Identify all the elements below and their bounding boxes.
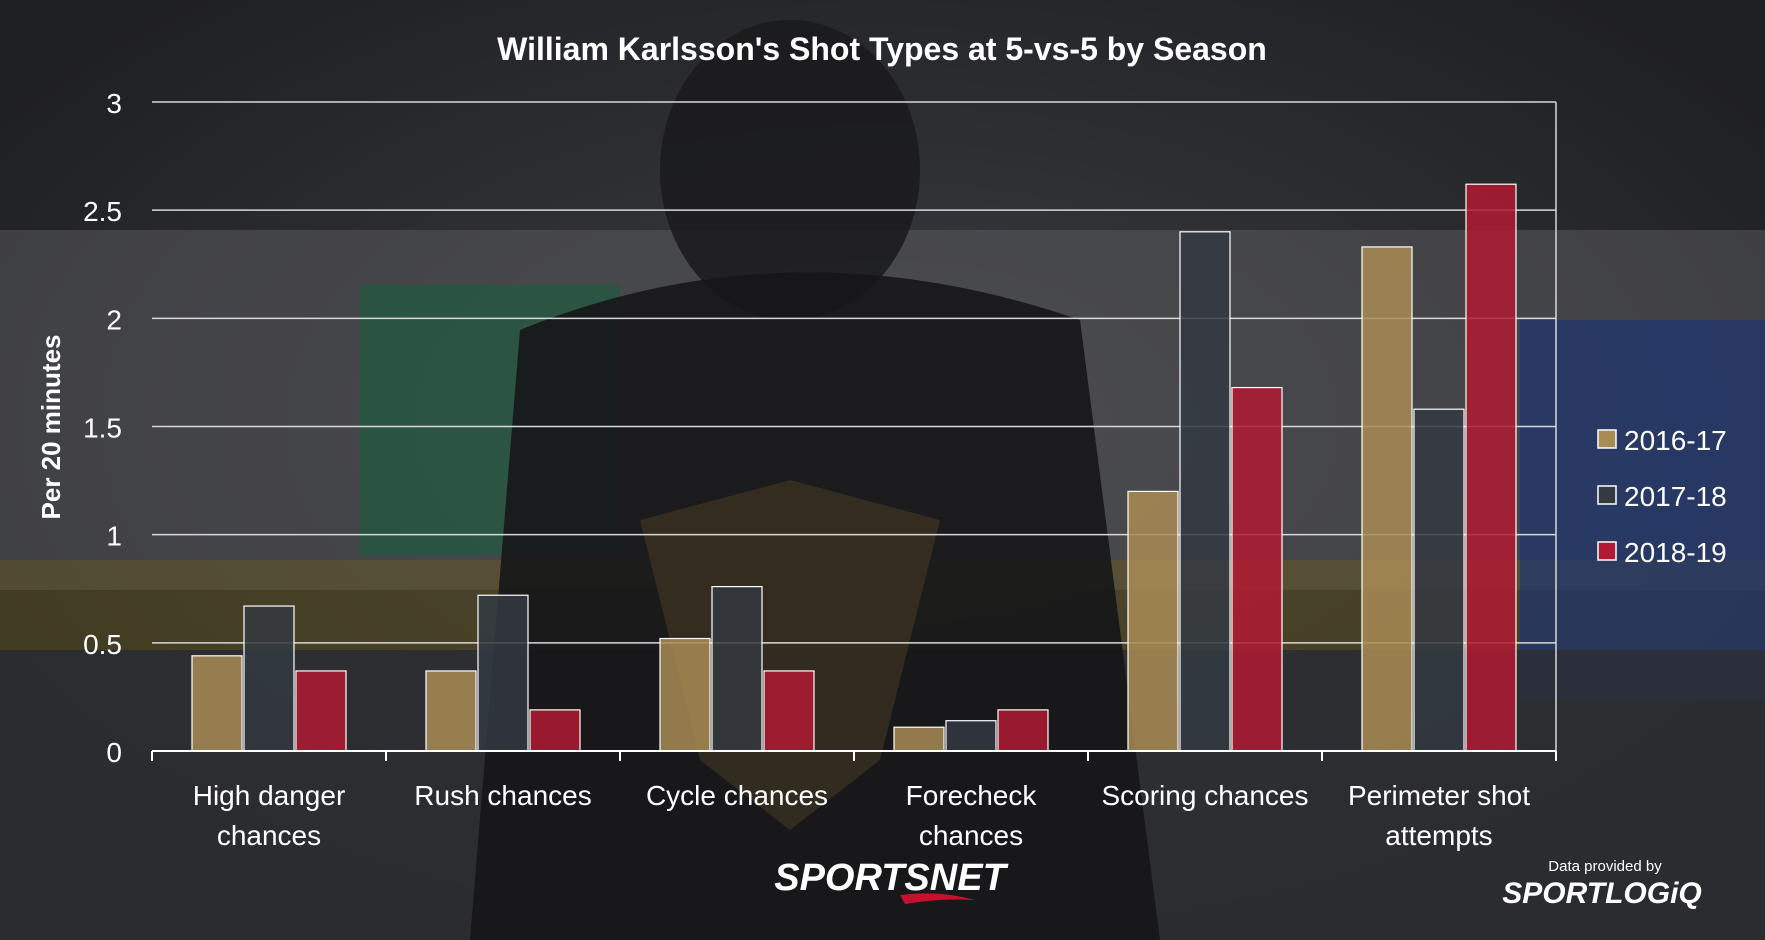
bar-2016-17-0 — [191, 655, 243, 752]
y-axis-label: Per 20 minutes — [36, 335, 66, 520]
sportsnet-logo: SPORTSNET — [774, 857, 1009, 904]
x-tick-label: Cycle chances — [646, 780, 828, 811]
sportsnet-logo-swoosh — [900, 893, 975, 904]
x-tick-label: attempts — [1385, 820, 1492, 851]
bar-2018-19-1 — [529, 709, 581, 752]
bar-2018-19-5 — [1465, 183, 1517, 752]
legend-swatch — [1597, 541, 1617, 561]
bar-2018-19-2 — [763, 670, 815, 752]
data-credit-text: Data provided by — [1548, 858, 1662, 875]
bar-2016-17-3 — [893, 726, 945, 752]
bar-2018-19-4 — [1231, 386, 1283, 752]
chart-title: William Karlsson's Shot Types at 5-vs-5 … — [497, 31, 1267, 67]
legend-swatch — [1597, 429, 1617, 449]
bar-2016-17-4 — [1127, 490, 1179, 752]
y-axis-ticks: 0 0.5 1 1.5 2 2.5 3 — [83, 88, 122, 768]
y-tick-label: 3 — [106, 88, 122, 119]
bar-2017-18-4 — [1179, 231, 1231, 752]
x-tick-label: chances — [217, 820, 321, 851]
legend-swatch — [1597, 485, 1617, 505]
bar-2017-18-1 — [477, 594, 529, 752]
y-tick-label: 0.5 — [83, 629, 122, 660]
bar-2018-19-3 — [997, 709, 1049, 752]
x-axis: High danger chances Rush chances Cycle chan… — [151, 750, 1557, 851]
bar-2017-18-2 — [711, 585, 763, 752]
x-tick-label: chances — [919, 820, 1023, 851]
bar-2016-17-1 — [425, 670, 477, 752]
y-tick-label: 1.5 — [83, 413, 122, 444]
x-tick-label: Forecheck — [906, 780, 1038, 811]
bar-2017-18-5 — [1413, 408, 1465, 752]
sportlogiq-logo: SPORTLOGiQ — [1502, 877, 1701, 910]
y-tick-label: 1 — [106, 521, 122, 552]
legend-label: 2017-18 — [1624, 481, 1727, 512]
y-tick-label: 2 — [106, 304, 122, 335]
sportsnet-logo-text: SPORTSNET — [774, 857, 1008, 899]
x-tick-label: High danger — [193, 780, 346, 811]
bar-2017-18-3 — [945, 720, 997, 752]
bar-2016-17-2 — [659, 637, 711, 752]
legend-label: 2016-17 — [1624, 425, 1727, 456]
x-tick-label: Rush chances — [414, 780, 591, 811]
x-tick-label: Perimeter shot — [1348, 780, 1530, 811]
bar-2017-18-0 — [243, 605, 295, 752]
legend: 2016-17 2017-18 2018-19 — [1597, 425, 1727, 568]
x-tick-label: Scoring chances — [1101, 780, 1308, 811]
y-tick-label: 2.5 — [83, 196, 122, 227]
bars — [191, 183, 1517, 752]
y-tick-label: 0 — [106, 737, 122, 768]
gridlines — [152, 101, 1557, 752]
bar-2016-17-5 — [1361, 246, 1413, 752]
legend-label: 2018-19 — [1624, 537, 1727, 568]
bar-2018-19-0 — [295, 670, 347, 752]
